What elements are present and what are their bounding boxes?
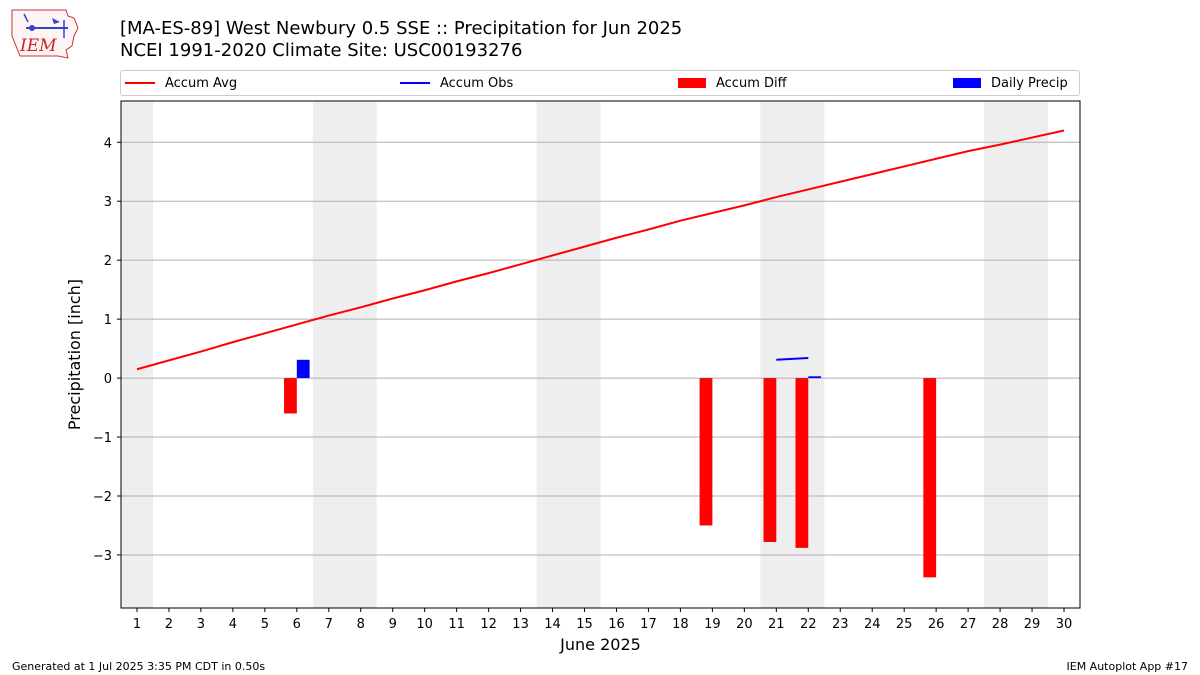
x-tick-label-29: 29 <box>1024 617 1041 632</box>
x-tick-label-25: 25 <box>896 617 913 632</box>
daily-precip-bars <box>296 359 822 379</box>
accum-diff-bar-day-26 <box>923 378 937 578</box>
daily-precip-bar-day-6 <box>296 359 310 379</box>
x-tick-label-11: 11 <box>448 617 465 632</box>
weekend-band-29 <box>1016 101 1049 608</box>
accum-diff-bars <box>284 378 937 578</box>
x-tick-label-9: 9 <box>389 617 397 632</box>
x-tick-label-6: 6 <box>293 617 301 632</box>
chart-title: [MA-ES-89] West Newbury 0.5 SSE :: Preci… <box>120 18 683 39</box>
x-axis-ticks: 1 2 3 4 5 6 7 8 9 10 11 12 13 14 15 16 17 18 19 20 21 22 23 24 2… <box>133 608 1072 632</box>
x-tick-label-17: 17 <box>640 617 657 632</box>
x-tick-label-22: 22 <box>800 617 817 632</box>
x-tick-label-30: 30 <box>1056 617 1073 632</box>
weekend-band-8 <box>344 101 377 608</box>
daily-precip-bar-day-22 <box>808 376 822 379</box>
x-tick-label-16: 16 <box>608 617 625 632</box>
legend-swatch-accum-obs <box>400 82 430 84</box>
accum-diff-bar-day-6 <box>284 378 297 414</box>
y-tick-label-2: 2 <box>104 254 112 269</box>
series-lines <box>136 129 1065 371</box>
x-tick-label-3: 3 <box>197 617 205 632</box>
x-tick-label-27: 27 <box>960 617 977 632</box>
x-tick-label-14: 14 <box>544 617 561 632</box>
x-tick-label-23: 23 <box>832 617 849 632</box>
legend-swatch-accum-avg <box>125 82 155 84</box>
x-tick-label-5: 5 <box>261 617 269 632</box>
weekend-band-28 <box>984 101 1017 608</box>
x-tick-label-10: 10 <box>416 617 433 632</box>
weekend-band-14 <box>536 101 569 608</box>
legend-label-accum-avg: Accum Avg <box>165 75 238 91</box>
x-tick-label-15: 15 <box>576 617 593 632</box>
x-tick-label-8: 8 <box>357 617 365 632</box>
legend-item-daily-precip: Daily Precip <box>953 71 1068 95</box>
accum-obs-line-0 <box>776 357 809 361</box>
y-tick-label--3: −3 <box>93 549 112 564</box>
plot-frame <box>120 100 1081 609</box>
y-tick-label-3: 3 <box>104 195 112 210</box>
x-tick-label-28: 28 <box>992 617 1009 632</box>
x-tick-label-26: 26 <box>928 617 945 632</box>
legend-swatch-accum-diff <box>678 78 706 88</box>
legend: Accum Avg Accum Obs Accum Diff Daily Pre… <box>120 70 1080 96</box>
x-tick-label-24: 24 <box>864 617 881 632</box>
x-tick-label-18: 18 <box>672 617 689 632</box>
x-tick-label-13: 13 <box>512 617 529 632</box>
y-tick-label--1: −1 <box>93 431 112 446</box>
x-tick-label-1: 1 <box>133 617 141 632</box>
weekend-band-15 <box>568 101 601 608</box>
y-tick-label--2: −2 <box>93 490 112 505</box>
legend-swatch-daily-precip <box>953 78 981 88</box>
x-tick-label-4: 4 <box>229 617 237 632</box>
legend-item-accum-diff: Accum Diff <box>678 71 787 95</box>
x-tick-label-21: 21 <box>768 617 785 632</box>
accum-diff-bar-day-21 <box>763 378 777 542</box>
legend-item-accum-avg: Accum Avg <box>125 71 237 95</box>
accum-diff-bar-day-22 <box>795 378 809 548</box>
logo-text: IEM <box>19 36 57 56</box>
app-credit: IEM Autoplot App #17 <box>1066 660 1189 673</box>
grid-lines <box>121 141 1080 556</box>
x-tick-label-20: 20 <box>736 617 753 632</box>
generated-timestamp: Generated at 1 Jul 2025 3:35 PM CDT in 0… <box>12 660 266 673</box>
x-axis-label: June 2025 <box>559 635 641 654</box>
x-tick-label-7: 7 <box>325 617 333 632</box>
legend-label-accum-obs: Accum Obs <box>440 75 514 91</box>
legend-label-accum-diff: Accum Diff <box>716 75 787 91</box>
x-tick-label-19: 19 <box>704 617 721 632</box>
accum-diff-bar-day-19 <box>699 378 713 526</box>
x-tick-label-12: 12 <box>480 617 497 632</box>
accum-avg-line <box>136 129 1065 371</box>
weekend-bands <box>121 101 1049 608</box>
legend-label-daily-precip: Daily Precip <box>991 75 1068 91</box>
weekend-band-1 <box>121 101 153 608</box>
y-tick-label-1: 1 <box>104 313 112 328</box>
y-axis-label: Precipitation [inch] <box>65 279 84 430</box>
legend-item-accum-obs: Accum Obs <box>400 71 513 95</box>
weekend-band-7 <box>312 101 345 608</box>
y-tick-label-0: 0 <box>104 372 112 387</box>
chart-subtitle: NCEI 1991-2020 Climate Site: USC00193276 <box>120 40 523 61</box>
y-tick-label-4: 4 <box>104 136 112 151</box>
x-tick-label-2: 2 <box>165 617 173 632</box>
y-axis-ticks: 4 3 2 1 0 −1 −2 −3 <box>93 136 121 564</box>
iem-logo: IEM <box>8 6 82 60</box>
